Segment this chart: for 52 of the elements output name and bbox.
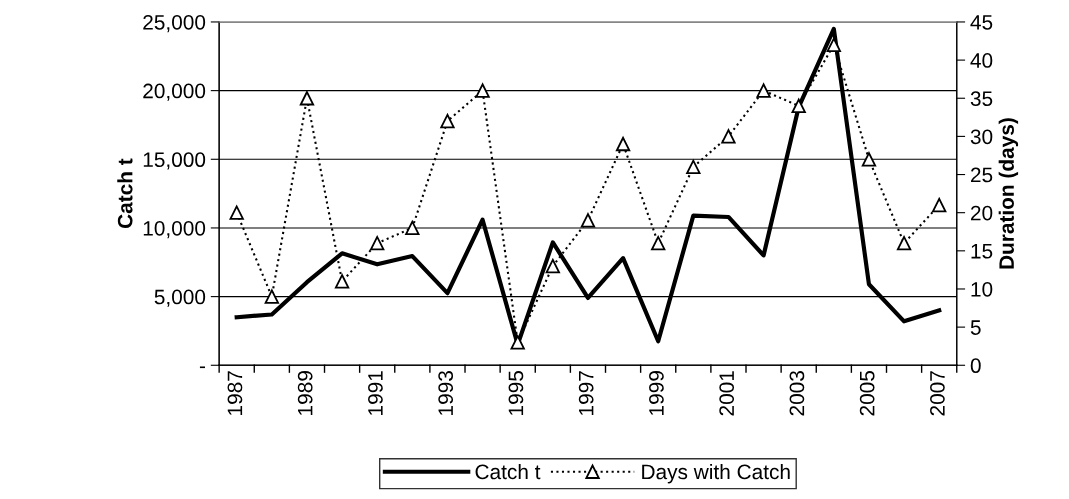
point xyxy=(615,136,631,152)
x-tick-label: 2007 xyxy=(930,371,945,416)
point xyxy=(721,129,736,144)
point xyxy=(405,220,420,236)
point xyxy=(510,335,525,350)
point xyxy=(370,236,385,251)
point xyxy=(229,205,244,220)
point xyxy=(264,289,279,304)
y-axis-title: Catch t xyxy=(117,158,133,229)
y-tick-label: - xyxy=(199,366,206,369)
legend-label: Catch t xyxy=(475,463,541,480)
point xyxy=(651,236,666,251)
point xyxy=(756,83,771,98)
x-tick-label: 1995 xyxy=(508,371,524,415)
y-tick-label: 10,000 xyxy=(143,220,206,239)
y2-tick-label: 35 xyxy=(970,91,993,106)
point xyxy=(932,197,947,213)
point xyxy=(299,91,315,106)
x-tick-label: 1999 xyxy=(649,371,664,415)
y2-tick-label: 45 xyxy=(970,15,993,30)
y2-tick-label: 0 xyxy=(970,358,981,374)
y2-axis-title: Duration (days) xyxy=(998,118,1019,269)
point xyxy=(334,274,350,289)
y2-tick-label: 15 xyxy=(971,244,993,259)
x-tick-label: 2001 xyxy=(719,371,735,416)
y-tick-label: 5,000 xyxy=(154,289,206,307)
y2-tick-label: 10 xyxy=(971,281,993,297)
x-tick-label: 2005 xyxy=(859,371,875,416)
point xyxy=(826,37,841,52)
y2-tick-label: 20 xyxy=(971,205,993,221)
x-tick-label: 2003 xyxy=(789,371,805,416)
point xyxy=(861,152,877,167)
y2-tick-label: 25 xyxy=(971,167,993,183)
y2-tick-label: 5 xyxy=(970,320,981,335)
point xyxy=(686,159,701,175)
x-tick-label: 1989 xyxy=(297,371,313,415)
x-tick-label: 1993 xyxy=(438,371,454,415)
point xyxy=(440,113,455,129)
point xyxy=(791,98,806,114)
y-tick-label: 15,000 xyxy=(143,152,206,170)
y2-tick-label: 40 xyxy=(970,53,993,68)
y2-tick-label: 30 xyxy=(970,129,993,145)
point xyxy=(545,258,560,274)
y-tick-label: 25,000 xyxy=(143,14,206,33)
x-tick-label: 1987 xyxy=(227,371,243,415)
point xyxy=(896,236,912,251)
y-tick-label: 20,000 xyxy=(143,83,206,101)
point xyxy=(580,213,596,228)
x-tick-label: 1991 xyxy=(368,371,383,415)
x-tick-label: 1997 xyxy=(578,371,594,415)
legend-label: Days with Catch xyxy=(642,463,790,484)
point xyxy=(475,83,490,98)
